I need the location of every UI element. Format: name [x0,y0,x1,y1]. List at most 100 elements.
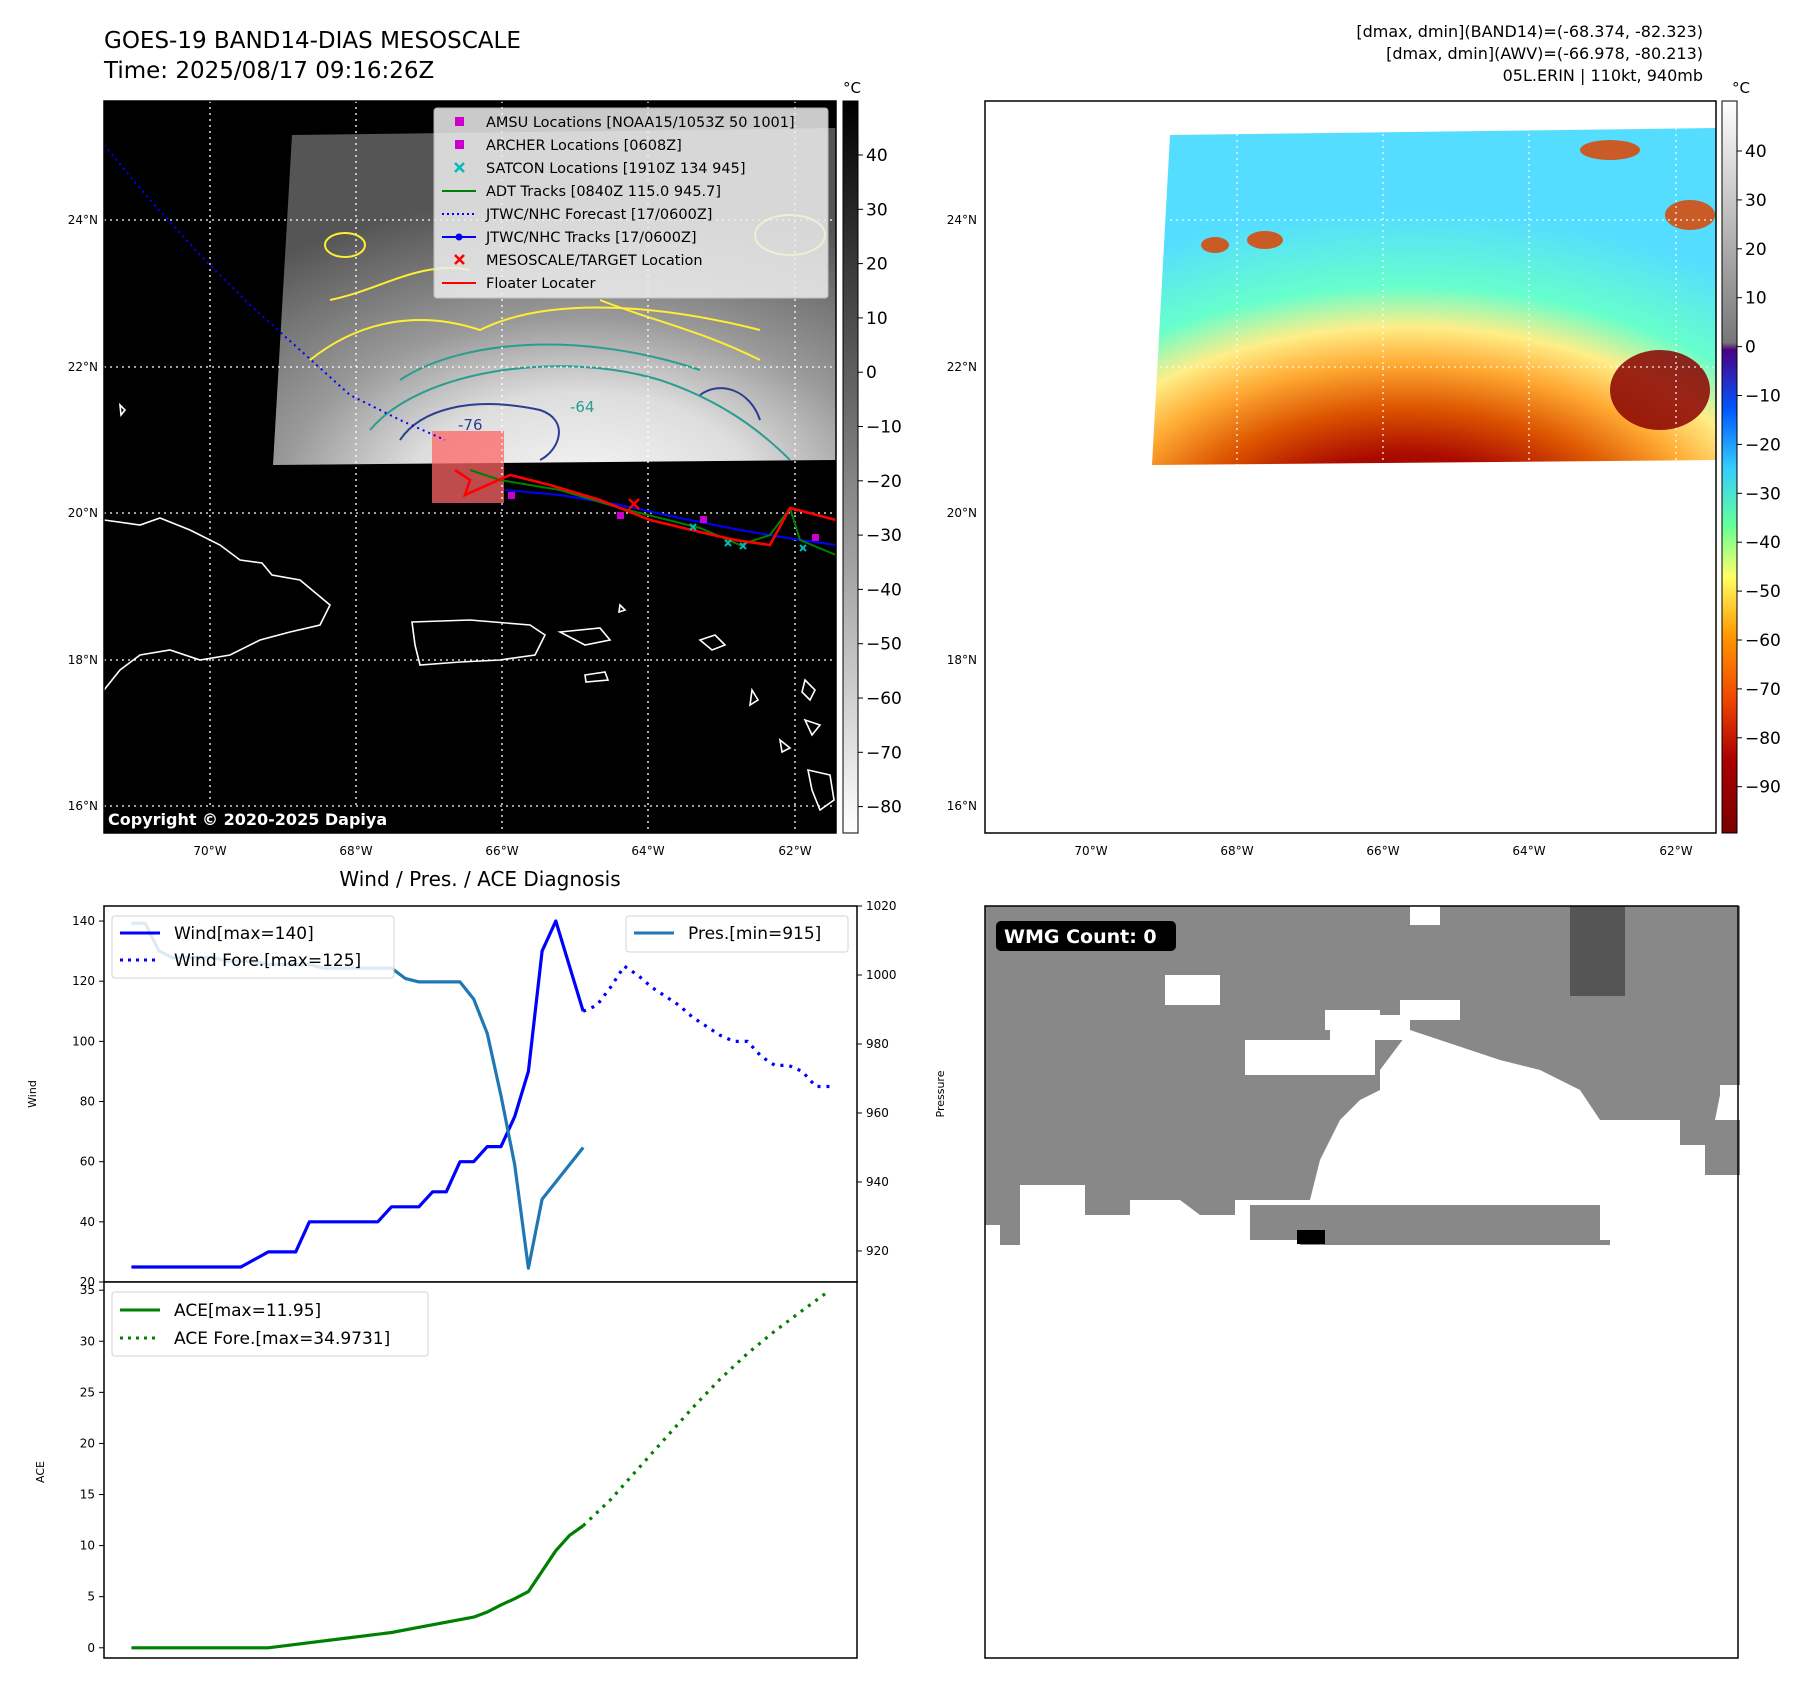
ace-forecast-series-line [582,1289,831,1527]
lon-label: 70°W [193,844,226,858]
legend-label: ADT Tracks [0840Z 115.0 945.7] [486,184,721,200]
copyright-box [104,807,414,831]
figure-time: Time: 2025/08/17 09:16:26Z [104,58,435,84]
colorbar-tick-label: 30 [866,200,888,220]
cold-cloud-patches [1201,140,1715,430]
colorbar-tick-label: 40 [866,146,888,166]
lat-label: 24°N [947,213,977,227]
colorbar-tick-label: −50 [866,635,902,655]
band14-range-text: [dmax, dmin](BAND14)=(-68.374, -82.323) [1356,22,1703,41]
lat-label: 18°N [947,653,977,667]
colorbar-tick-label: 10 [1745,289,1767,309]
colorbar-tick-label: −60 [866,689,902,709]
colorbar-tick-label: −70 [1745,680,1781,700]
color-map-frame [984,100,1717,834]
colorbar-tick-label: −20 [866,472,902,492]
wmg-clear-gaps [1165,975,1460,1075]
cold-contours-teal [369,343,791,461]
colorbar-tick-label: 20 [866,255,888,275]
gray-colorbar-unit: °C [843,79,861,97]
wind-axis-ticks: 140 120 100 80 60 40 20 1020 1000 980 960 940 920 [72,899,896,1289]
ace-series-line [131,1524,585,1650]
legend-label: Floater Locater [486,276,595,292]
lat-label: 16°N [68,799,98,813]
wind-tick-label: 120 [72,974,95,988]
satcon-markers [689,523,807,552]
colorbar-tick-label: −30 [866,526,902,546]
colorbar-tick-label: 0 [866,363,877,383]
wmg-label-box [996,921,1176,951]
wind-axis-label: Wind [26,1080,39,1108]
diagnosis-title: Wind / Pres. / ACE Diagnosis [339,867,620,891]
wind-tick-label: 100 [72,1034,95,1048]
contour-label-64: -64 [570,398,595,416]
mesoscale-target-box [432,431,504,503]
legend-label: JTWC/NHC Tracks [17/0600Z] [485,230,697,246]
lat-label: 22°N [68,360,98,374]
lon-label: 68°W [1220,844,1253,858]
ace-legend-box [111,1291,429,1357]
lon-label: 64°W [631,844,664,858]
lat-label: 24°N [68,213,98,227]
wind-legend-label: Wind[max=140] [174,924,314,944]
wmg-panel: WMG Count: 0 [984,905,1740,1659]
colorbar-tick-label: −60 [1745,631,1781,651]
pressure-tick-label: 980 [866,1037,889,1051]
lon-label: 70°W [1074,844,1107,858]
wind-legend: Wind[max=140] Wind Fore.[max=125] [111,915,395,979]
lat-label: 16°N [947,799,977,813]
copyright-text: Copyright © 2020-2025 Dapiya [108,810,387,829]
ace-chart: 35 30 25 20 15 10 5 0 ACE ACE[max=11.95] ACE Fo… [34,1281,858,1659]
lon-label: 62°W [778,844,811,858]
mesoscale-target-marker [628,498,640,510]
colorbar-tick-label: −10 [1745,387,1781,407]
ace-forecast-legend-label: ACE Fore.[max=34.9731] [174,1329,390,1349]
legend-swatch [442,233,476,241]
colorbar-tick-label: 10 [866,309,888,329]
wind-tick-label: 20 [80,1275,95,1289]
color-ir-image [1152,128,1716,465]
colorbar-tick-label: 30 [1745,191,1767,211]
pressure-axis-label: Pressure [934,1070,947,1117]
colorbar-tick-label: 40 [1745,142,1767,162]
wmg-frame [984,905,1739,1659]
lon-label: 62°W [1659,844,1692,858]
storm-info-text: 05L.ERIN | 110kt, 940mb [1502,66,1703,85]
legend-label: ARCHER Locations [0608Z] [486,138,682,154]
wind-forecast-series-line [582,964,830,1089]
colorbar-tick-label: −80 [1745,729,1781,749]
lon-label: 68°W [339,844,372,858]
colorbar-tick-label: −10 [866,418,902,438]
ace-tick-label: 30 [80,1334,95,1348]
colorbar-tick-label: −80 [866,798,902,818]
ace-tick-label: 15 [80,1488,95,1502]
ace-axis-label: ACE [34,1461,47,1483]
colorbar-tick-label: −40 [1745,533,1781,553]
ace-tick-label: 10 [80,1539,95,1553]
wmg-count-label: WMG Count: 0 [1004,926,1157,948]
pressure-legend-box [625,915,849,953]
color-map-panel: 24°N 22°N 20°N 18°N 16°N 70°W 68°W 66°W … [947,79,1781,858]
colorbar-tick-label: −20 [1745,435,1781,455]
wind-tick-label: 80 [80,1095,95,1109]
wind-tick-label: 140 [72,914,95,928]
ace-axis-ticks: 35 30 25 20 15 10 5 0 [80,1283,104,1655]
gray-colorbar-ticks: 40 30 20 10 0 −10 −20 −30 −40 −50 −60 −70 −80 [858,146,902,818]
color-map-axis-labels: 24°N 22°N 20°N 18°N 16°N 70°W 68°W 66°W … [947,213,1693,858]
ace-series-group [131,1289,831,1650]
figure-title: GOES-19 BAND14-DIAS MESOSCALE [104,28,521,54]
colorbar-tick-label: −70 [866,743,902,763]
legend-swatch [454,162,465,173]
lat-label: 18°N [68,653,98,667]
cold-contours-navy [399,387,761,461]
ace-legend-label: ACE[max=11.95] [174,1301,321,1321]
awv-range-text: [dmax, dmin](AWV)=(-66.978, -80.213) [1386,44,1703,63]
color-map-gridlines [1160,128,1716,465]
wind-forecast-legend-label: Wind Fore.[max=125] [174,951,361,971]
ir-map-panel: -76 -64 [68,79,902,858]
ir-map-axis-labels: 24°N 22°N 20°N 18°N 16°N 70°W 68°W 66°W … [68,213,812,858]
track-legend: AMSU Locations [NOAA15/1053Z 50 1001] ARC… [433,107,829,299]
legend-box [433,107,829,299]
ace-tick-label: 35 [80,1283,95,1297]
